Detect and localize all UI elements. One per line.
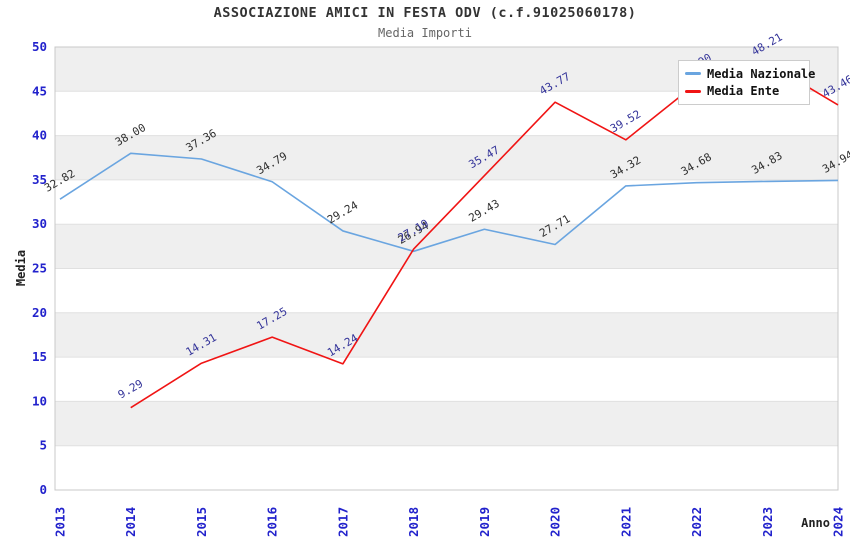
chart-title: ASSOCIAZIONE AMICI IN FESTA ODV (c.f.910… bbox=[213, 5, 637, 21]
x-tick-label: 2024 bbox=[831, 507, 846, 537]
y-tick-label: 15 bbox=[32, 349, 47, 364]
y-tick-label: 0 bbox=[39, 482, 47, 497]
plot-band bbox=[55, 401, 838, 446]
x-tick-label: 2017 bbox=[335, 507, 350, 537]
x-tick-label: 2023 bbox=[760, 507, 775, 537]
data-label: 29.43 bbox=[467, 197, 502, 225]
nazionale-line-swatch-icon bbox=[685, 72, 701, 76]
legend-label: Media Nazionale bbox=[707, 66, 816, 81]
legend-item-media-nazionale[interactable]: Media Nazionale bbox=[685, 67, 815, 81]
y-tick-label: 10 bbox=[32, 393, 47, 408]
x-tick-label: 2020 bbox=[548, 507, 563, 537]
y-tick-label: 20 bbox=[32, 305, 47, 320]
y-tick-label: 25 bbox=[32, 261, 47, 276]
legend-label: Media Ente bbox=[707, 84, 780, 99]
legend-item-media-ente[interactable]: Media Ente bbox=[685, 84, 803, 98]
x-tick-label: 2013 bbox=[53, 507, 68, 537]
y-axis-title: Media bbox=[14, 250, 28, 286]
series-line bbox=[59, 152, 839, 253]
x-tick-label: 2016 bbox=[265, 507, 280, 537]
plot-band bbox=[55, 135, 838, 180]
x-tick-label: 2021 bbox=[618, 507, 633, 537]
y-tick-label: 35 bbox=[32, 172, 47, 187]
plot-border bbox=[54, 46, 839, 491]
x-tick-label: 2015 bbox=[194, 507, 209, 537]
plot-band bbox=[55, 224, 838, 269]
y-tick-label: 5 bbox=[39, 438, 47, 453]
x-tick-label: 2019 bbox=[477, 507, 492, 537]
ente-line-swatch-icon bbox=[685, 89, 701, 93]
chart-subtitle: Media Importi bbox=[378, 26, 472, 40]
y-tick-label: 40 bbox=[32, 128, 47, 143]
plot-band bbox=[55, 312, 838, 358]
legend-box: Media Nazionale Media Ente bbox=[678, 60, 815, 105]
y-tick-label: 30 bbox=[32, 216, 47, 231]
x-tick-label: 2014 bbox=[123, 507, 138, 537]
x-tick-label: 2018 bbox=[406, 507, 421, 537]
x-axis-title: Anno bbox=[801, 516, 830, 530]
y-tick-label: 50 bbox=[32, 39, 47, 54]
data-label: 29.24 bbox=[325, 198, 361, 226]
x-tick-label: 2022 bbox=[689, 507, 704, 537]
y-tick-label: 45 bbox=[32, 83, 47, 98]
data-label: 9.29 bbox=[116, 377, 145, 402]
